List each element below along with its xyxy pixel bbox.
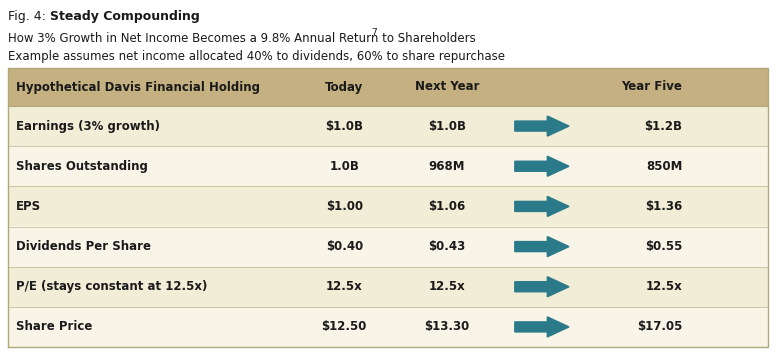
Bar bbox=[8, 146, 768, 186]
Text: 968M: 968M bbox=[428, 160, 465, 173]
Text: $1.2B: $1.2B bbox=[644, 120, 682, 132]
Text: $1.36: $1.36 bbox=[645, 200, 682, 213]
Bar bbox=[8, 68, 768, 106]
Text: Example assumes net income allocated 40% to dividends, 60% to share repurchase: Example assumes net income allocated 40%… bbox=[8, 50, 505, 63]
Text: 850M: 850M bbox=[646, 160, 682, 173]
Text: Share Price: Share Price bbox=[16, 321, 92, 333]
Text: $1.0B: $1.0B bbox=[325, 120, 363, 132]
Text: $13.30: $13.30 bbox=[424, 321, 469, 333]
Text: Today: Today bbox=[325, 81, 363, 93]
Text: 1.0B: 1.0B bbox=[329, 160, 359, 173]
Text: Fig. 4:: Fig. 4: bbox=[8, 10, 50, 23]
Text: $0.55: $0.55 bbox=[645, 240, 682, 253]
Text: EPS: EPS bbox=[16, 200, 41, 213]
Text: $0.43: $0.43 bbox=[428, 240, 466, 253]
Text: P/E (stays constant at 12.5x): P/E (stays constant at 12.5x) bbox=[16, 280, 207, 293]
FancyArrow shape bbox=[514, 317, 569, 337]
Text: $1.00: $1.00 bbox=[326, 200, 363, 213]
Text: $17.05: $17.05 bbox=[637, 321, 682, 333]
Text: $1.06: $1.06 bbox=[428, 200, 466, 213]
Bar bbox=[8, 267, 768, 307]
Text: Dividends Per Share: Dividends Per Share bbox=[16, 240, 151, 253]
Text: Shares Outstanding: Shares Outstanding bbox=[16, 160, 148, 173]
Text: 7: 7 bbox=[372, 28, 377, 37]
Text: Next Year: Next Year bbox=[414, 81, 479, 93]
FancyArrow shape bbox=[514, 236, 569, 257]
Text: $0.40: $0.40 bbox=[326, 240, 363, 253]
Text: 12.5x: 12.5x bbox=[428, 280, 466, 293]
Text: 12.5x: 12.5x bbox=[646, 280, 682, 293]
Text: $12.50: $12.50 bbox=[321, 321, 367, 333]
FancyArrow shape bbox=[514, 196, 569, 217]
Text: Steady Compounding: Steady Compounding bbox=[50, 10, 199, 23]
Text: Earnings (3% growth): Earnings (3% growth) bbox=[16, 120, 160, 132]
FancyArrow shape bbox=[514, 277, 569, 297]
Bar bbox=[8, 186, 768, 226]
FancyArrow shape bbox=[514, 156, 569, 176]
Text: $1.0B: $1.0B bbox=[428, 120, 466, 132]
Bar bbox=[8, 307, 768, 347]
Bar bbox=[8, 226, 768, 267]
Bar bbox=[8, 106, 768, 146]
Text: How 3% Growth in Net Income Becomes a 9.8% Annual Return to Shareholders: How 3% Growth in Net Income Becomes a 9.… bbox=[8, 32, 476, 45]
FancyArrow shape bbox=[514, 116, 569, 136]
Text: Year Five: Year Five bbox=[622, 81, 682, 93]
Text: 12.5x: 12.5x bbox=[326, 280, 362, 293]
Text: Hypothetical Davis Financial Holding: Hypothetical Davis Financial Holding bbox=[16, 81, 260, 93]
